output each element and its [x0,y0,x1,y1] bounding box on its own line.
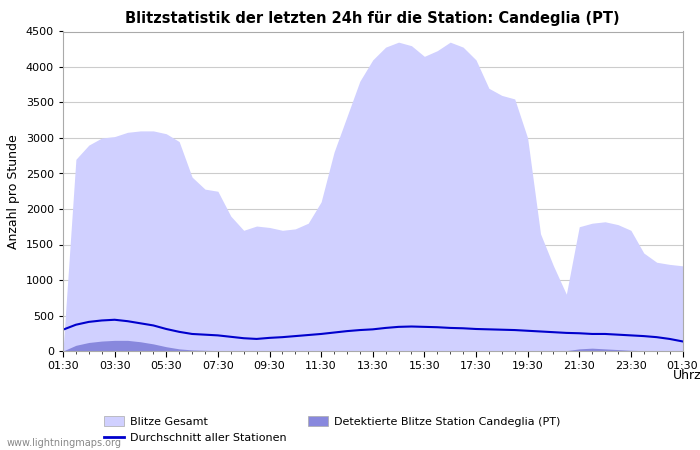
Y-axis label: Anzahl pro Stunde: Anzahl pro Stunde [7,134,20,248]
Text: www.lightningmaps.org: www.lightningmaps.org [7,438,122,448]
Title: Blitzstatistik der letzten 24h für die Station: Candeglia (PT): Blitzstatistik der letzten 24h für die S… [125,11,620,26]
Legend: Blitze Gesamt, Durchschnitt aller Stationen, Detektierte Blitze Station Candegli: Blitze Gesamt, Durchschnitt aller Statio… [99,412,565,448]
X-axis label: Uhrzeit: Uhrzeit [673,369,700,382]
